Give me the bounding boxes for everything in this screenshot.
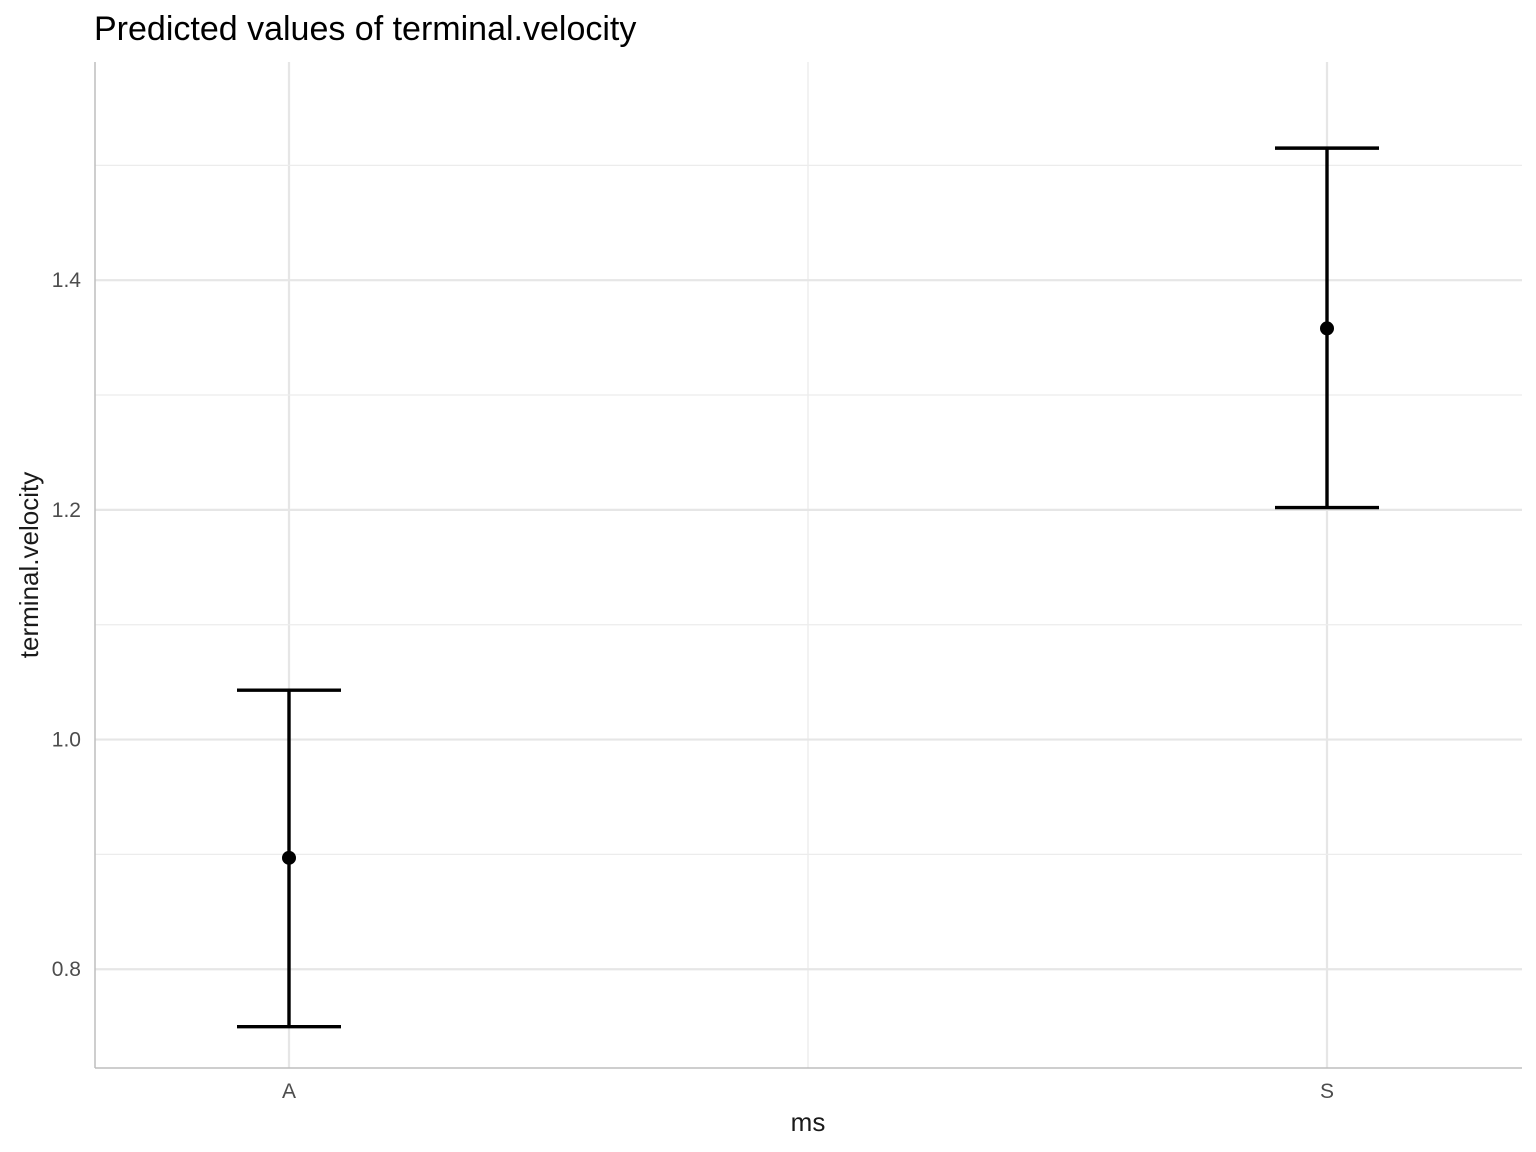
grid [95, 62, 1522, 1068]
y-tick-label: 1.4 [52, 269, 82, 292]
errorbar-S [1275, 146, 1379, 510]
errorbar-A [237, 688, 341, 1029]
y-tick-labels: 0.8 1.0 1.2 1.4 [52, 269, 82, 981]
x-axis-title: ms [791, 1107, 826, 1137]
y-tick-label: 0.8 [52, 958, 81, 981]
y-tick-label: 1.2 [52, 499, 81, 522]
estimate-point [282, 850, 296, 865]
chart-title: Predicted values of terminal.velocity [94, 10, 636, 48]
estimate-point [1320, 321, 1334, 336]
x-tick-label: A [282, 1080, 296, 1103]
y-tick-label: 1.0 [52, 729, 81, 752]
data-marks [237, 146, 1379, 1029]
x-tick-label: S [1320, 1080, 1334, 1103]
y-axis-title: terminal.velocity [14, 472, 44, 658]
